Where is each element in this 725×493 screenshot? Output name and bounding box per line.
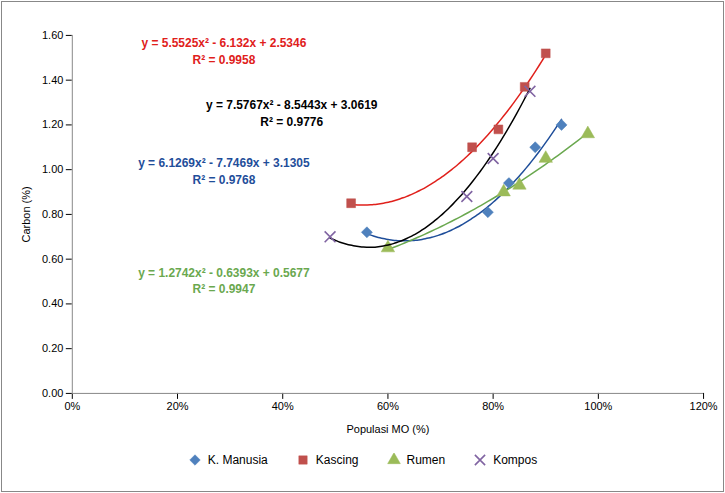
svg-text:Populasi MO (%): Populasi MO (%) xyxy=(347,423,430,435)
svg-text:0%: 0% xyxy=(64,400,80,412)
html-text:Kascing: Kascing xyxy=(315,452,359,467)
svg-text:y = 6.1269x² - 7.7469x + 3.130: y = 6.1269x² - 7.7469x + 3.1305R² = 0.97… xyxy=(138,156,310,187)
svg-text:1.00: 1.00 xyxy=(42,163,63,175)
svg-text:0.80: 0.80 xyxy=(42,208,63,220)
svg-text:80%: 80% xyxy=(482,400,504,412)
svg-text:y = 5.5525x² - 6.132x + 2.5346: y = 5.5525x² - 6.132x + 2.5346R² = 0.995… xyxy=(141,36,306,67)
svg-text:120%: 120% xyxy=(690,400,718,412)
svg-text:Carbon (%): Carbon (%) xyxy=(20,186,32,242)
svg-text:y = 1.2742x² - 0.6393x + 0.567: y = 1.2742x² - 0.6393x + 0.5677R² = 0.99… xyxy=(138,266,310,297)
svg-text:0.60: 0.60 xyxy=(42,253,63,265)
svg-text:0.20: 0.20 xyxy=(42,342,63,354)
svg-text:0.00: 0.00 xyxy=(42,387,63,399)
svg-text:100%: 100% xyxy=(584,400,612,412)
html-text:Rumen: Rumen xyxy=(406,452,446,467)
svg-text:1.40: 1.40 xyxy=(42,74,63,86)
svg-text:40%: 40% xyxy=(272,400,294,412)
svg-text:y = 7.5767x² - 8.5443x + 3.061: y = 7.5767x² - 8.5443x + 3.0619R² = 0.97… xyxy=(206,98,378,129)
svg-text:0.40: 0.40 xyxy=(42,297,63,309)
svg-text:20%: 20% xyxy=(167,400,189,412)
html-text:Kompos: Kompos xyxy=(493,452,538,467)
svg-text:60%: 60% xyxy=(377,400,399,412)
html-text:K. Manusia: K. Manusia xyxy=(207,452,268,467)
svg-text:1.20: 1.20 xyxy=(42,118,63,130)
svg-text:1.60: 1.60 xyxy=(42,29,63,41)
